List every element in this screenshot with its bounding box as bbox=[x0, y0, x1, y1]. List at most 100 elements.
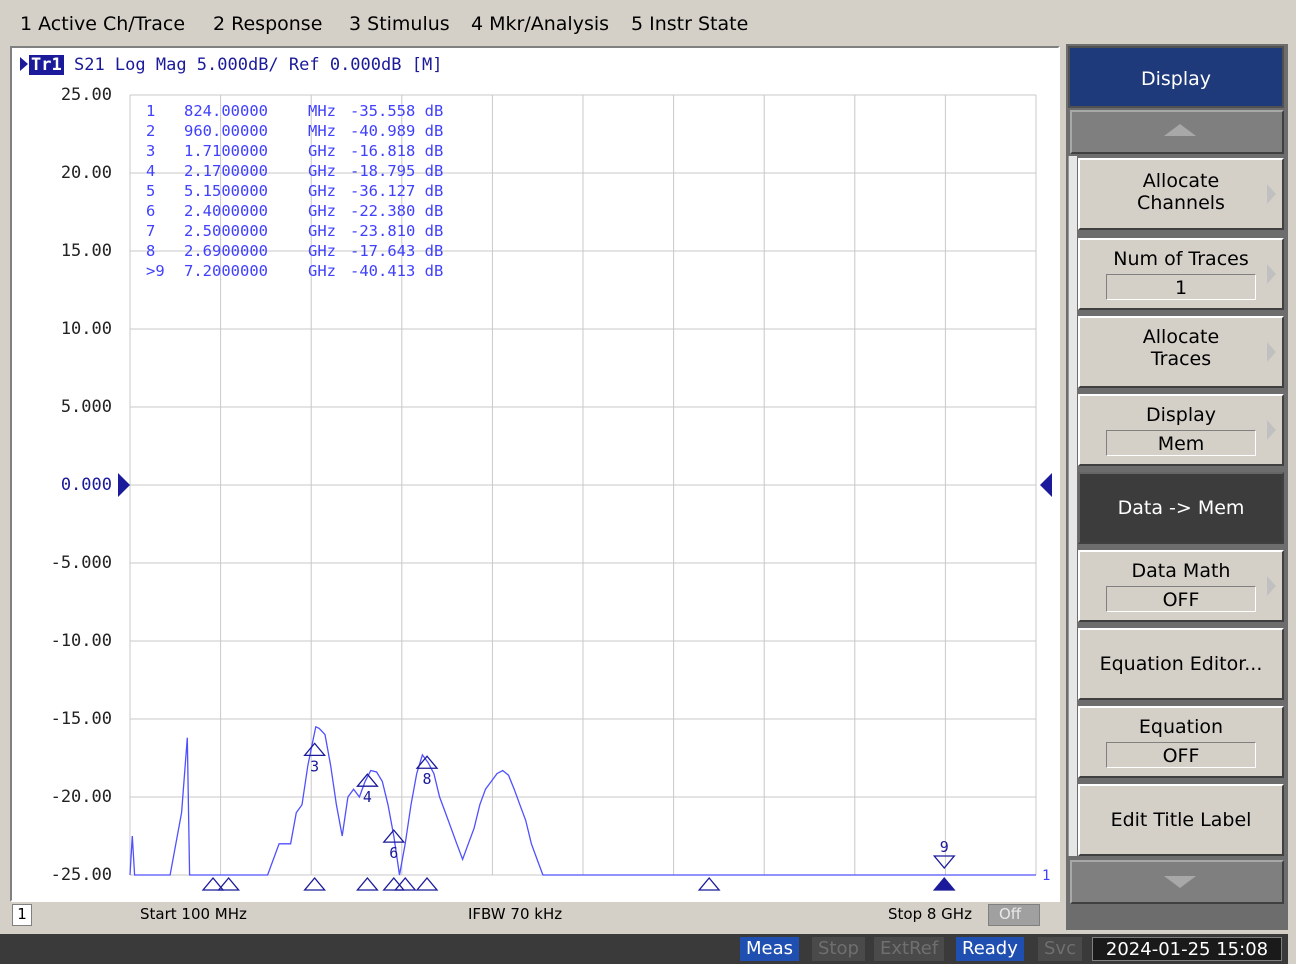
softkey-label: Data Math bbox=[1131, 560, 1231, 582]
marker-num: 5 bbox=[146, 182, 156, 200]
marker-unit: GHz bbox=[308, 202, 336, 220]
marker-unit: GHz bbox=[308, 222, 336, 240]
marker-num: 6 bbox=[146, 202, 156, 220]
marker-value: -40.413 dB bbox=[350, 262, 444, 280]
marker-freq: 2.5000000 bbox=[184, 222, 268, 240]
chevron-right-icon bbox=[1267, 576, 1276, 596]
softkey-label: Allocate bbox=[1142, 170, 1220, 192]
softkey-scrollbar[interactable] bbox=[1068, 156, 1077, 856]
y-label: -5.000 bbox=[50, 553, 112, 573]
y-label: -15.00 bbox=[50, 709, 112, 729]
trace-info: S21 Log Mag 5.000dB/ Ref 0.000dB [M] bbox=[73, 55, 443, 75]
y-label: 10.00 bbox=[60, 319, 112, 339]
marker-value: -40.989 dB bbox=[350, 122, 444, 140]
marker-row: 3 1.7100000 GHz -16.818 dB bbox=[146, 141, 443, 161]
menu-instr-state[interactable]: 5 Instr State bbox=[631, 13, 749, 35]
edit-title-label-button[interactable]: Edit Title Label bbox=[1078, 784, 1284, 856]
marker-value: -23.810 dB bbox=[350, 222, 444, 240]
num-of-traces-value: 1 bbox=[1106, 274, 1256, 300]
softkey-label: Channels bbox=[1137, 192, 1225, 214]
menu-active-ch-trace[interactable]: 1 Active Ch/Trace bbox=[20, 13, 186, 35]
svc-indicator: Svc bbox=[1038, 937, 1082, 961]
active-trace-icon bbox=[20, 57, 28, 71]
start-freq[interactable]: Start 100 MHz bbox=[140, 905, 247, 923]
status-bar: Start 100 MHz IFBW 70 kHz Stop 8 GHz bbox=[10, 902, 1060, 928]
marker-unit: MHz bbox=[308, 122, 336, 140]
ifbw[interactable]: IFBW 70 kHz bbox=[468, 905, 563, 923]
marker-unit: GHz bbox=[308, 242, 336, 260]
off-indicator: Off bbox=[988, 904, 1040, 926]
allocate-channels-button[interactable]: Allocate Channels bbox=[1078, 158, 1284, 230]
marker-value: -36.127 dB bbox=[350, 182, 444, 200]
marker-num: 3 bbox=[146, 142, 156, 160]
softkey-menu-title: Display bbox=[1068, 46, 1284, 108]
menu-bar: 1 Active Ch/Trace 2 Response 3 Stimulus … bbox=[0, 8, 1288, 44]
marker-freq: 824.00000 bbox=[184, 102, 268, 120]
y-label: 15.00 bbox=[60, 241, 112, 261]
marker-row: 8 2.6900000 GHz -17.643 dB bbox=[146, 241, 443, 261]
y-label: -10.00 bbox=[50, 631, 112, 651]
channel-number: 1 bbox=[12, 904, 32, 926]
stop-indicator: Stop bbox=[812, 937, 865, 961]
chevron-right-icon bbox=[1267, 264, 1276, 284]
chevron-right-icon bbox=[1267, 420, 1276, 440]
y-label: -20.00 bbox=[50, 787, 112, 807]
softkey-label: Traces bbox=[1150, 348, 1212, 370]
softkey-label: Equation bbox=[1138, 716, 1224, 738]
menu-mkr-analysis[interactable]: 4 Mkr/Analysis bbox=[471, 13, 610, 35]
marker-num: 1 bbox=[146, 102, 156, 120]
marker-num: >9 bbox=[146, 262, 165, 280]
trace-header[interactable]: Tr1 S21 Log Mag 5.000dB/ Ref 0.000dB [M] bbox=[20, 55, 442, 75]
chevron-right-icon bbox=[1267, 342, 1276, 362]
marker-freq: 2.1700000 bbox=[184, 162, 268, 180]
marker-value: -18.795 dB bbox=[350, 162, 444, 180]
display-button[interactable]: Display Mem bbox=[1078, 394, 1284, 466]
y-label: -25.00 bbox=[50, 865, 112, 885]
marker-unit: GHz bbox=[308, 262, 336, 280]
marker-freq: 5.1500000 bbox=[184, 182, 268, 200]
marker-unit: GHz bbox=[308, 162, 336, 180]
stop-freq[interactable]: Stop 8 GHz bbox=[888, 905, 972, 923]
equation-button[interactable]: Equation OFF bbox=[1078, 706, 1284, 778]
y-label: 20.00 bbox=[60, 163, 112, 183]
ready-indicator: Ready bbox=[956, 937, 1024, 961]
marker-row: 1 824.00000 MHz -35.558 dB bbox=[146, 101, 443, 121]
softkey-scroll-down-button[interactable] bbox=[1070, 860, 1284, 904]
marker-freq: 960.00000 bbox=[184, 122, 268, 140]
marker-freq: 2.4000000 bbox=[184, 202, 268, 220]
marker-row: >9 7.2000000 GHz -40.413 dB bbox=[146, 261, 443, 281]
marker-freq: 1.7100000 bbox=[184, 142, 268, 160]
marker-value: -16.818 dB bbox=[350, 142, 444, 160]
y-label: 25.00 bbox=[60, 85, 112, 105]
chevron-right-icon bbox=[1267, 184, 1276, 204]
data-math-button[interactable]: Data Math OFF bbox=[1078, 550, 1284, 622]
marker-value: -35.558 dB bbox=[350, 102, 444, 120]
data-math-value: OFF bbox=[1106, 586, 1256, 612]
date-time: 2024-01-25 15:08 bbox=[1092, 937, 1282, 961]
marker-value: -22.380 dB bbox=[350, 202, 444, 220]
marker-freq: 7.2000000 bbox=[184, 262, 268, 280]
chevron-down-icon bbox=[1164, 876, 1196, 888]
marker-unit: GHz bbox=[308, 142, 336, 160]
meas-indicator: Meas bbox=[740, 937, 800, 961]
chevron-up-icon bbox=[1164, 124, 1196, 136]
extref-indicator: ExtRef bbox=[874, 937, 945, 961]
menu-stimulus[interactable]: 3 Stimulus bbox=[349, 13, 450, 35]
y-label-ref: 0.000 bbox=[60, 475, 112, 495]
num-of-traces-button[interactable]: Num of Traces 1 bbox=[1078, 238, 1284, 310]
softkey-label: Allocate bbox=[1142, 326, 1220, 348]
marker-row: 7 2.5000000 GHz -23.810 dB bbox=[146, 221, 443, 241]
marker-row: 2 960.00000 MHz -40.989 dB bbox=[146, 121, 443, 141]
allocate-traces-button[interactable]: Allocate Traces bbox=[1078, 316, 1284, 388]
marker-num: 8 bbox=[146, 242, 156, 260]
softkey-scroll-up-button[interactable] bbox=[1070, 110, 1284, 154]
marker-row: 4 2.1700000 GHz -18.795 dB bbox=[146, 161, 443, 181]
trace-badge[interactable]: Tr1 bbox=[29, 55, 64, 75]
data-to-mem-button[interactable]: Data -> Mem bbox=[1078, 472, 1284, 544]
equation-editor-button[interactable]: Equation Editor... bbox=[1078, 628, 1284, 700]
marker-value: -17.643 dB bbox=[350, 242, 444, 260]
softkey-label: Num of Traces bbox=[1113, 248, 1249, 270]
menu-response[interactable]: 2 Response bbox=[213, 13, 323, 35]
y-label: 5.000 bbox=[60, 397, 112, 417]
marker-freq: 2.6900000 bbox=[184, 242, 268, 260]
